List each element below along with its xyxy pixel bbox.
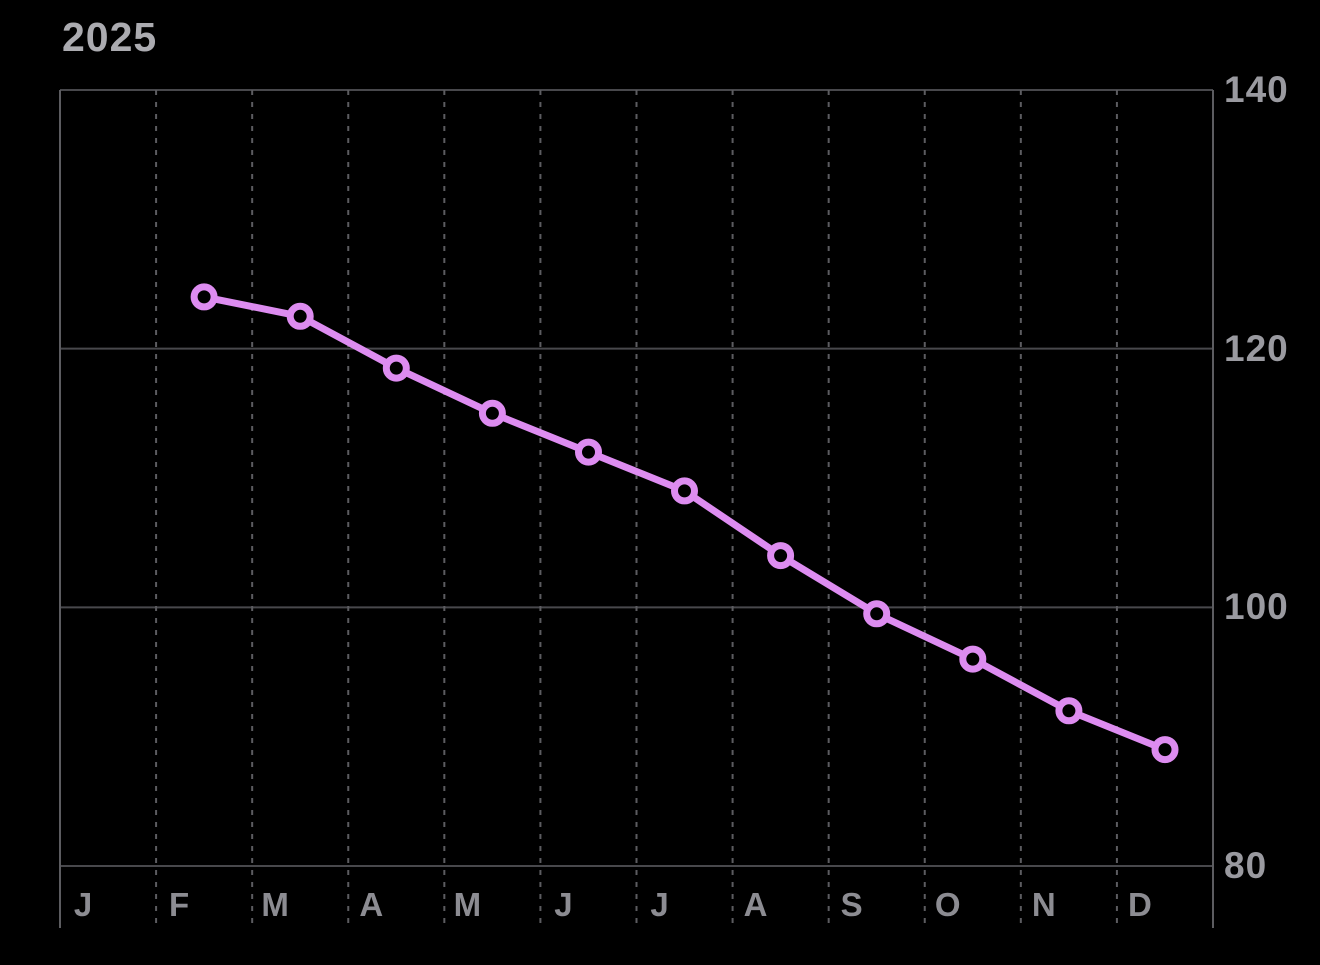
data-point[interactable] bbox=[1055, 697, 1083, 725]
x-axis-month-label: O bbox=[934, 886, 961, 923]
x-axis-month-label: D bbox=[1127, 886, 1152, 923]
x-axis-month-label: A bbox=[359, 886, 384, 923]
x-axis-month-label: M bbox=[261, 886, 289, 923]
x-axis-month-label: S bbox=[840, 886, 863, 923]
y-axis-tick-label: 140 bbox=[1224, 69, 1289, 110]
data-point[interactable] bbox=[1151, 736, 1179, 764]
data-point[interactable] bbox=[959, 645, 987, 673]
x-axis-month-label: J bbox=[73, 886, 93, 923]
x-axis-month-label: N bbox=[1031, 886, 1056, 923]
y-axis-tick-label: 80 bbox=[1224, 845, 1268, 886]
data-point[interactable] bbox=[382, 354, 410, 382]
data-point[interactable] bbox=[286, 302, 314, 330]
x-axis-month-label: J bbox=[554, 886, 573, 923]
data-point[interactable] bbox=[575, 438, 602, 466]
data-point[interactable] bbox=[863, 600, 891, 628]
data-point[interactable] bbox=[767, 542, 795, 570]
data-point[interactable] bbox=[190, 283, 218, 311]
x-axis-month-label: J bbox=[650, 886, 669, 923]
data-point[interactable] bbox=[671, 477, 698, 505]
y-axis-tick-label: 100 bbox=[1224, 586, 1289, 628]
x-axis-month-label: A bbox=[743, 886, 768, 923]
x-axis-month-label: F bbox=[168, 886, 190, 923]
x-axis-month-label: M bbox=[453, 886, 482, 923]
chart-title: 2025 bbox=[62, 14, 158, 60]
data-point[interactable] bbox=[478, 399, 506, 427]
y-axis-tick-label: 120 bbox=[1224, 327, 1289, 369]
